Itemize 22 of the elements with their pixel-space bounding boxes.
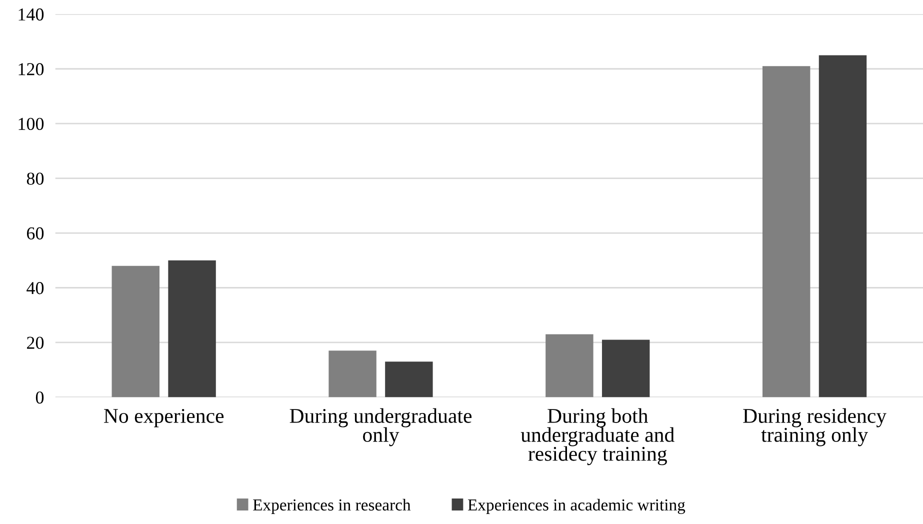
bar — [762, 66, 810, 398]
bar — [112, 266, 160, 398]
bar — [546, 334, 594, 398]
x-tick-label: During residency training only — [743, 408, 886, 446]
bar — [385, 362, 433, 398]
y-tick-label: 80 — [26, 172, 44, 185]
y-tick-label: 60 — [26, 227, 44, 240]
x-tick-label: During both undergraduate and residecy training — [520, 408, 674, 466]
bar — [168, 260, 216, 398]
y-tick-label: 140 — [18, 8, 44, 21]
y-tick-label: 20 — [27, 336, 44, 349]
y-tick-label: 100 — [18, 118, 44, 130]
x-tick-label: No experience — [104, 408, 224, 428]
legend-label: Experiences in research — [253, 498, 411, 514]
x-tick-label: During undergraduate only — [290, 408, 472, 446]
y-tick-label: 120 — [18, 63, 44, 76]
bar — [818, 55, 867, 398]
bar — [602, 340, 650, 398]
y-tick-label: 0 — [36, 391, 44, 404]
bar — [328, 350, 376, 398]
legend-label: Experiences in academic writing — [468, 498, 686, 514]
y-tick-label: 40 — [26, 282, 44, 294]
